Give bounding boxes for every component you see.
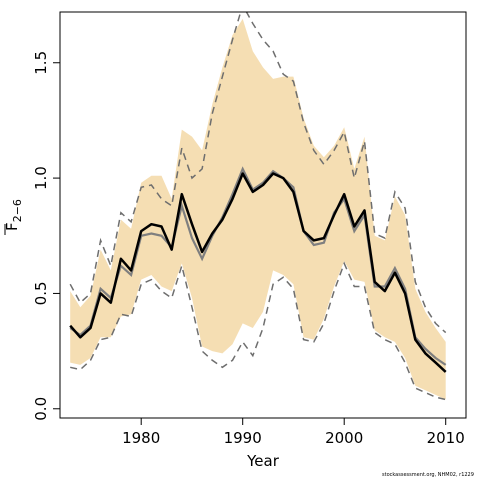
x-axis-title: Year bbox=[246, 452, 280, 470]
x-tick-label: 2010 bbox=[427, 429, 465, 447]
y-tick-label: 1.5 bbox=[32, 51, 50, 75]
plot-content bbox=[69, 12, 447, 401]
x-tick-label: 2000 bbox=[325, 429, 363, 447]
y-axis-title-main: F bbox=[3, 222, 21, 231]
y-tick-label: 0.5 bbox=[32, 281, 50, 305]
plot-frame bbox=[59, 11, 467, 419]
estimate-line bbox=[69, 172, 447, 373]
x-tick-label: 1990 bbox=[224, 429, 262, 447]
lower-bound-line bbox=[70, 261, 446, 401]
x-axis: 1980 1990 2000 2010 bbox=[122, 418, 465, 447]
y-axis-title: F2−6 bbox=[3, 199, 24, 231]
confidence-band bbox=[70, 18, 446, 400]
upper-bound-line bbox=[69, 12, 447, 334]
y-tick-label: 1.0 bbox=[32, 166, 50, 190]
y-axis: 0.0 0.5 1.0 1.5 bbox=[32, 51, 60, 421]
x-tick-label: 1980 bbox=[122, 429, 160, 447]
credit-text: stockassessment.org, NHM02, r1229 bbox=[382, 472, 474, 478]
y-tick-label: 0.0 bbox=[32, 397, 50, 421]
y-axis-title-subscript: 2−6 bbox=[11, 199, 24, 222]
plot-area bbox=[69, 12, 447, 401]
